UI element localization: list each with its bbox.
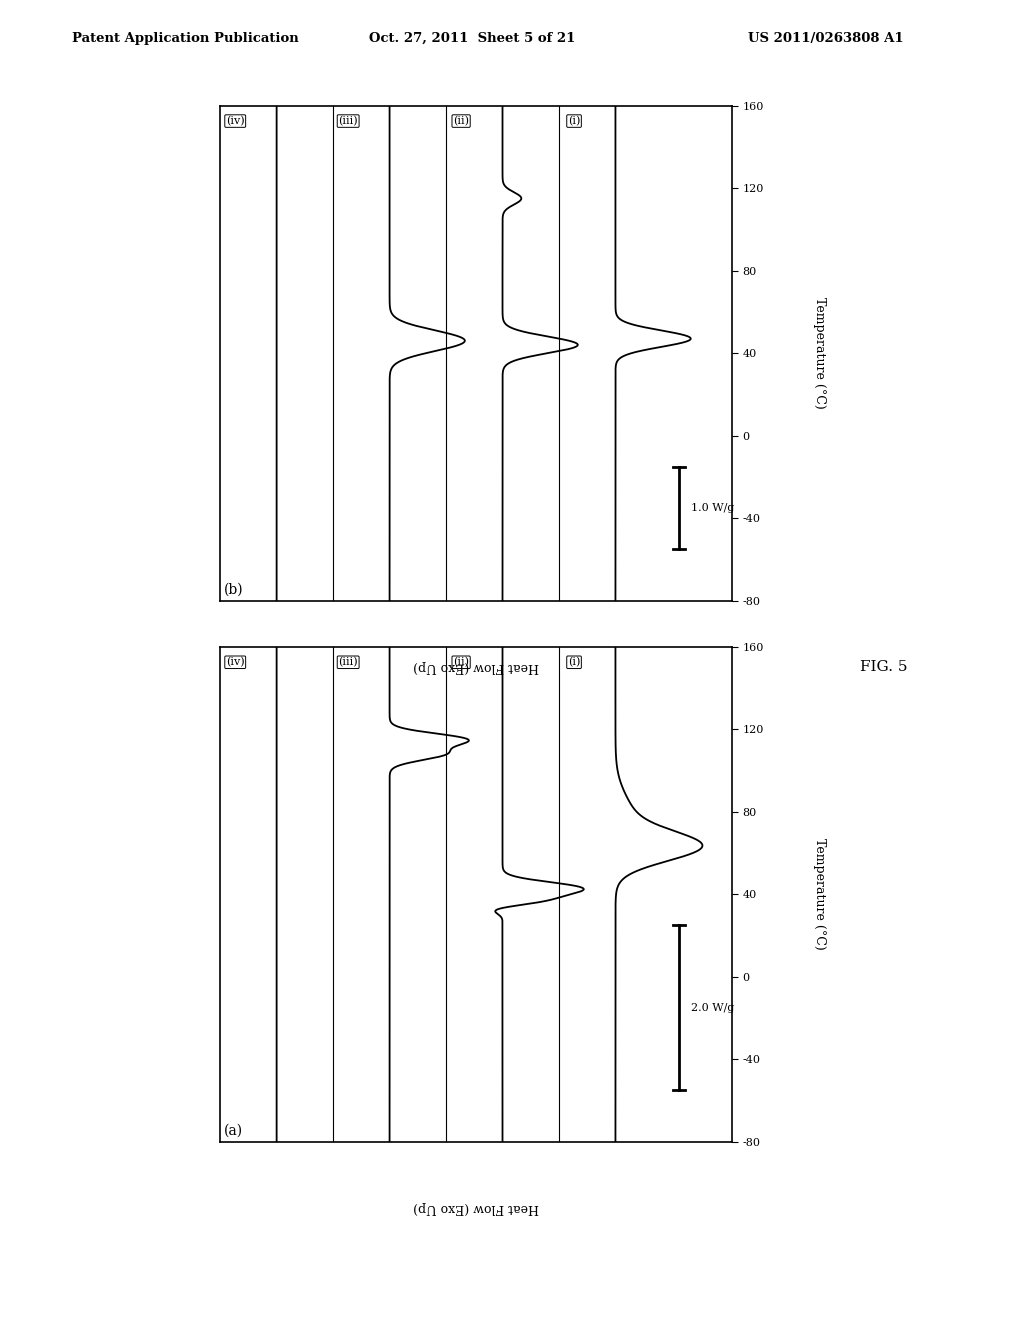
- Text: (b): (b): [224, 582, 244, 597]
- Text: (iii): (iii): [338, 116, 358, 127]
- Text: 1.0 W/g: 1.0 W/g: [691, 503, 734, 512]
- Text: (ii): (ii): [453, 657, 469, 668]
- Text: Heat Flow (Exo Up): Heat Flow (Exo Up): [414, 660, 539, 673]
- Text: Temperature (°C): Temperature (°C): [813, 297, 825, 409]
- Text: (a): (a): [224, 1123, 243, 1138]
- Text: Temperature (°C): Temperature (°C): [813, 838, 825, 950]
- Text: (i): (i): [568, 116, 581, 127]
- Text: US 2011/0263808 A1: US 2011/0263808 A1: [748, 32, 903, 45]
- Text: (iv): (iv): [226, 657, 245, 668]
- Text: Heat Flow (Exo Up): Heat Flow (Exo Up): [414, 1201, 539, 1214]
- Text: (iv): (iv): [226, 116, 245, 127]
- Text: FIG. 5: FIG. 5: [860, 660, 907, 673]
- Text: (iii): (iii): [338, 657, 358, 668]
- Text: Patent Application Publication: Patent Application Publication: [72, 32, 298, 45]
- Text: 2.0 W/g: 2.0 W/g: [691, 1003, 734, 1012]
- Text: (ii): (ii): [453, 116, 469, 127]
- Text: (i): (i): [568, 657, 581, 668]
- Text: Oct. 27, 2011  Sheet 5 of 21: Oct. 27, 2011 Sheet 5 of 21: [369, 32, 575, 45]
